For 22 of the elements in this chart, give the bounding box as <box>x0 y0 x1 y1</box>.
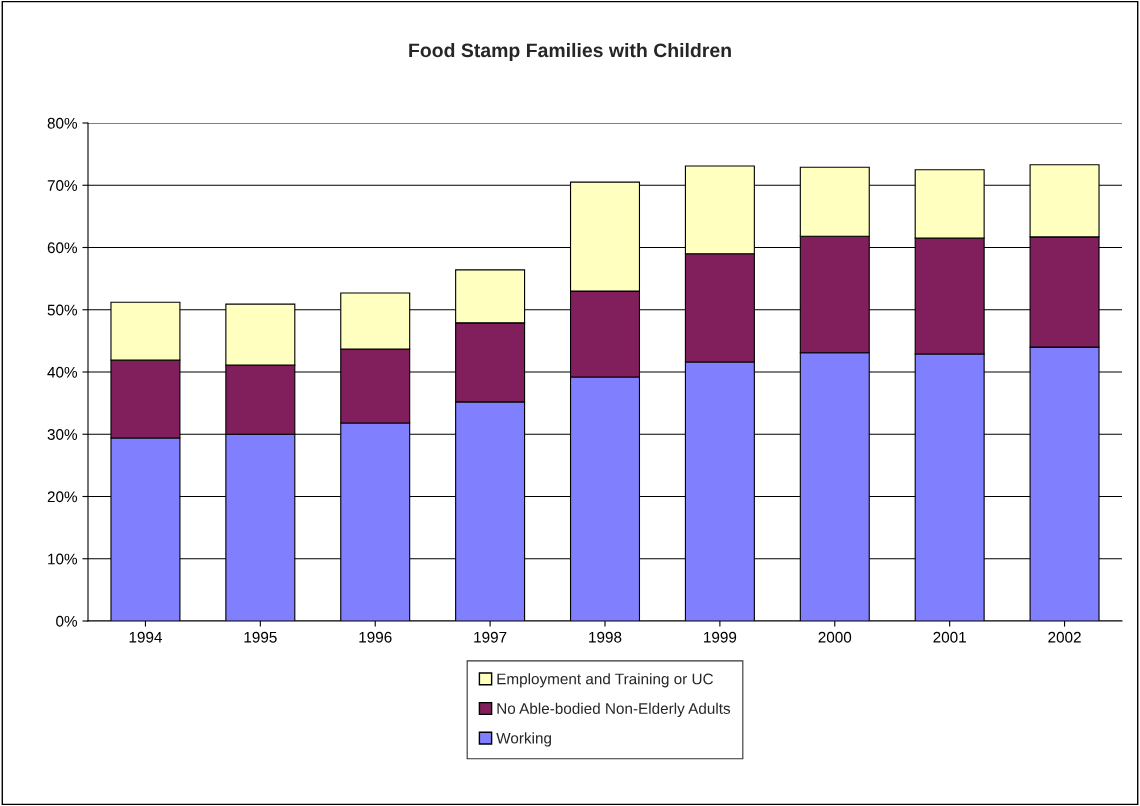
legend-label: Working <box>496 732 551 747</box>
y-tick-label: 80% <box>47 117 78 129</box>
x-tick-label: 1997 <box>474 631 507 643</box>
y-tick-label: 30% <box>47 429 78 440</box>
x-tick-label: 2000 <box>818 631 852 643</box>
y-tick-label: 40% <box>47 366 78 378</box>
x-tick-label: 2001 <box>933 631 966 643</box>
y-tick-label: 70% <box>47 180 78 191</box>
x-tick-label: 1996 <box>359 631 392 643</box>
x-tick-label: 1998 <box>589 631 622 643</box>
x-tick-label: 2002 <box>1048 631 1081 643</box>
x-tick-label: 1999 <box>704 631 737 643</box>
x-tick-label: 1994 <box>129 631 162 643</box>
legend-label: Employment and Training or UC <box>497 673 714 688</box>
chart-title: Food Stamp Families with Children <box>409 42 731 62</box>
y-tick-label: 0% <box>56 615 78 627</box>
x-tick-label: 1995 <box>244 631 277 643</box>
legend-label: No Able-bodied Non-Elderly Adults <box>497 702 731 717</box>
y-tick-label: 60% <box>47 242 78 254</box>
y-tick-label: 10% <box>48 553 78 565</box>
y-tick-label: 20% <box>47 491 78 503</box>
y-tick-label: 50% <box>47 304 78 316</box>
